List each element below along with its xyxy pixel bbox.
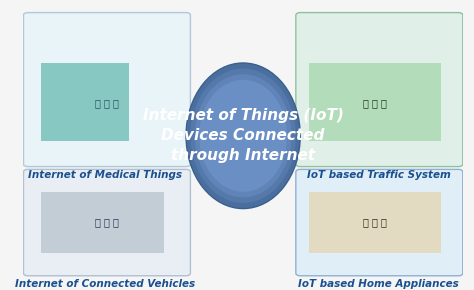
Bar [309,192,441,253]
Ellipse shape [199,80,287,192]
Text: 🏠 💡 📱: 🏠 💡 📱 [363,218,387,228]
Text: Internet of Connected Vehicles: Internet of Connected Vehicles [15,279,195,289]
FancyBboxPatch shape [24,12,191,166]
Text: IoT based Home Appliances: IoT based Home Appliances [298,279,459,289]
FancyBboxPatch shape [296,12,463,166]
Ellipse shape [195,74,292,197]
Text: Internet of Things (IoT)
Devices Connected
through Internet: Internet of Things (IoT) Devices Connect… [143,108,344,163]
Text: 🚗 📡 🛣️: 🚗 📡 🛣️ [95,218,119,228]
FancyBboxPatch shape [24,169,191,276]
Text: Internet of Medical Things: Internet of Medical Things [28,170,182,180]
Bar [309,63,441,142]
Text: IoT based Traffic System: IoT based Traffic System [307,170,450,180]
Bar [41,63,129,142]
Bar [41,192,164,253]
Text: 🏥 🔬 📡: 🏥 🔬 📡 [95,99,119,108]
Ellipse shape [191,69,296,203]
Ellipse shape [186,63,300,209]
FancyBboxPatch shape [296,169,463,276]
Text: 🚦 🚙 📶: 🚦 🚙 📶 [363,99,387,108]
